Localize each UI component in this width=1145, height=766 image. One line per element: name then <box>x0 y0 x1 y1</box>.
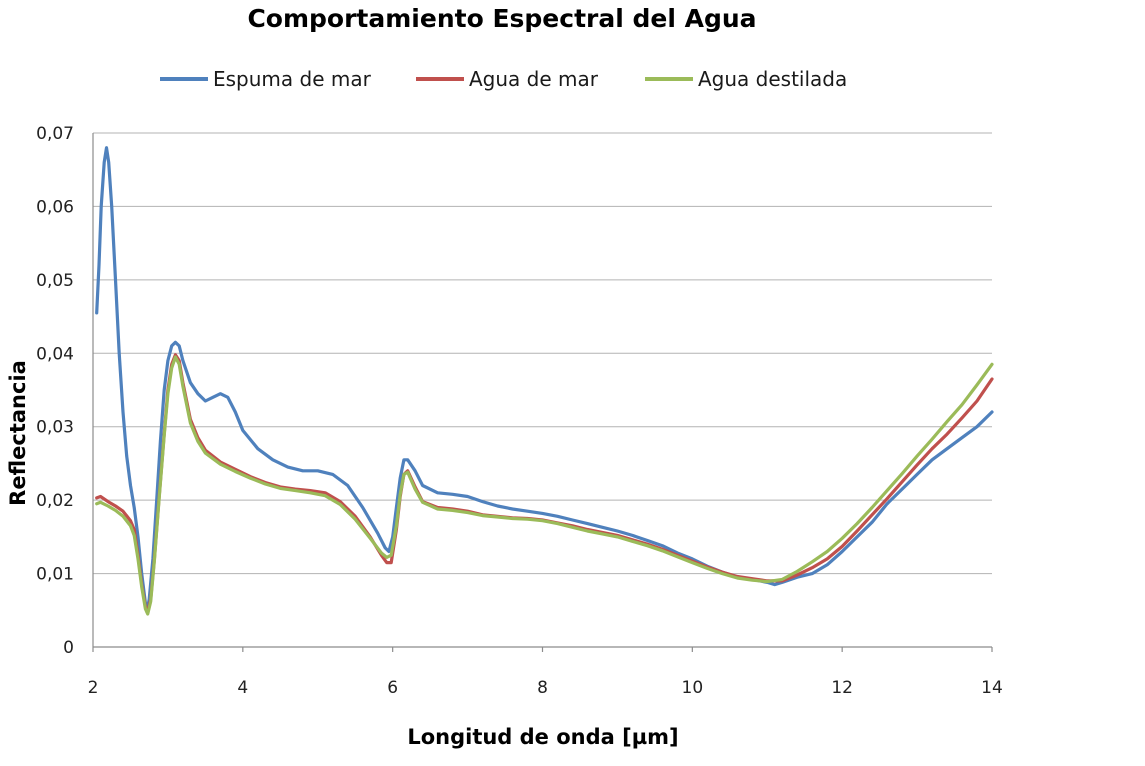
y-tick-label: 0,05 <box>36 271 74 291</box>
series-lines <box>95 146 994 616</box>
x-tick-label: 2 <box>88 678 99 698</box>
y-tick-label: 0,02 <box>36 491 74 511</box>
chart-title: Comportamiento Espectral del Agua <box>247 4 756 33</box>
legend: Espuma de mar Agua de mar Agua destilada <box>160 67 847 91</box>
y-tick-label: 0,04 <box>36 344 74 364</box>
series-line-agua-destilada <box>95 355 994 616</box>
y-tick-label: 0,06 <box>36 197 74 217</box>
legend-label-agua-de-mar: Agua de mar <box>469 67 599 91</box>
x-axis-title: Longitud de onda [µm] <box>407 725 678 749</box>
x-tick-label: 6 <box>387 678 398 698</box>
y-tick-labels: 0 0,01 0,02 0,03 0,04 0,05 0,06 0,07 <box>36 124 74 658</box>
y-tick-label: 0,07 <box>36 124 74 144</box>
x-tick-label: 14 <box>981 678 1003 698</box>
y-tick-label: 0 <box>63 638 74 658</box>
y-tick-label: 0,01 <box>36 565 74 585</box>
x-tick-label: 8 <box>537 678 548 698</box>
y-axis-title: Reflectancia <box>6 360 30 506</box>
y-tick-label: 0,03 <box>36 418 74 438</box>
legend-label-espuma-de-mar: Espuma de mar <box>213 67 372 91</box>
legend-label-agua-destilada: Agua destilada <box>698 67 847 91</box>
x-tick-label: 4 <box>237 678 248 698</box>
x-tick-label: 10 <box>682 678 704 698</box>
x-tick-label: 12 <box>831 678 853 698</box>
axes <box>92 133 993 652</box>
x-tick-labels: 2 4 6 8 10 12 14 <box>88 678 1003 698</box>
